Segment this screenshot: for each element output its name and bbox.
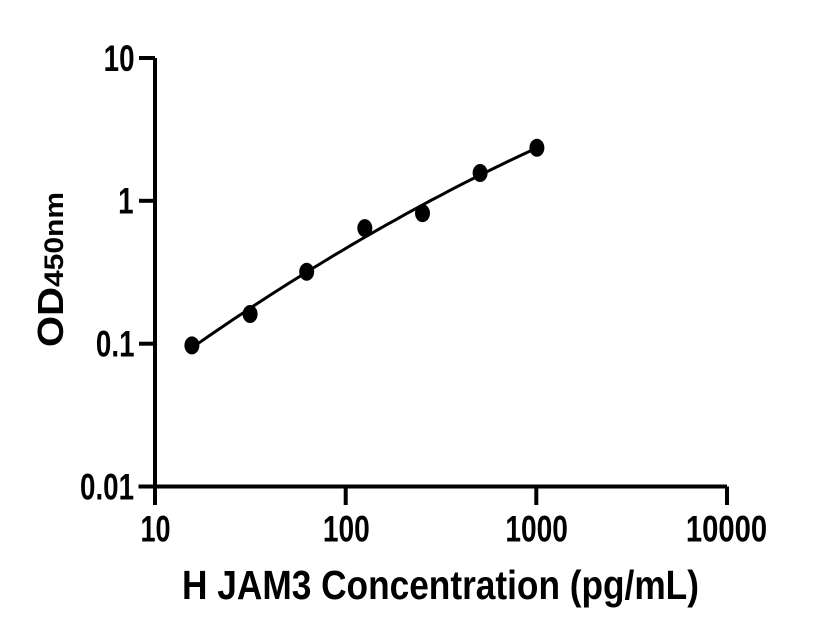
svg-text:10000: 10000 (686, 509, 767, 550)
svg-text:1000: 1000 (505, 508, 568, 550)
svg-text:1: 1 (118, 180, 133, 222)
svg-text:10: 10 (140, 508, 170, 549)
svg-text:H JAM3 Concentration (pg/mL): H JAM3 Concentration (pg/mL) (182, 563, 699, 609)
svg-text:0.01: 0.01 (80, 465, 134, 507)
svg-text:10: 10 (104, 37, 135, 79)
svg-text:100: 100 (323, 508, 370, 550)
svg-text:0.1: 0.1 (96, 323, 135, 365)
